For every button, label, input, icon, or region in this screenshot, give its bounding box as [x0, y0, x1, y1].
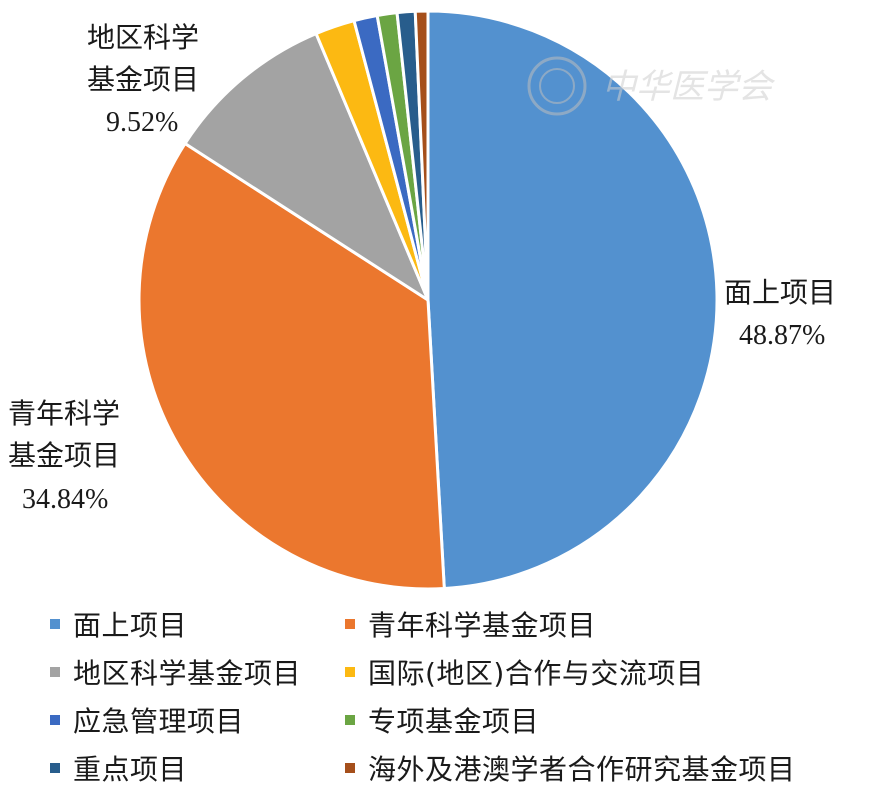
legend-item-guoji: 国际(地区)合作与交流项目 [345, 652, 855, 692]
slice-label-diqu-name-line1: 地区科学 [87, 21, 199, 54]
legend-item-zhongdian: 重点项目 [50, 748, 345, 788]
slice-label-diqu-name-line2: 基金项目 [87, 63, 199, 96]
legend-item-mianshang: 面上项目 [50, 604, 345, 644]
pie-slices [137, 9, 719, 591]
label-diqu: 地区科学 基金项目 9.52% [87, 21, 199, 138]
legend-label: 海外及港澳学者合作研究基金项目 [368, 753, 796, 786]
legend-item-yingji: 应急管理项目 [50, 700, 345, 740]
slice-label-mianshang-value: 48.87% [739, 320, 825, 351]
slice-label-qingnian-name-line1: 青年科学 [8, 397, 120, 430]
slice-label-mianshang-name: 面上项目 [724, 276, 836, 309]
legend-label: 面上项目 [73, 609, 188, 642]
legend-label: 国际(地区)合作与交流项目 [368, 657, 705, 690]
legend-row: 面上项目 青年科学基金项目 [50, 600, 865, 648]
label-qingnian: 青年科学 基金项目 34.84% [8, 397, 120, 515]
legend-item-diqu: 地区科学基金项目 [50, 652, 345, 692]
legend-label: 地区科学基金项目 [73, 657, 302, 690]
legend: 面上项目 青年科学基金项目 地区科学基金项目 国际(地区)合作与交流项目 应急管… [50, 600, 865, 792]
label-mianshang: 面上项目 48.87% [724, 276, 836, 351]
pie-slice-0 [426, 9, 719, 591]
legend-row: 重点项目 海外及港澳学者合作研究基金项目 [50, 744, 865, 792]
legend-label: 应急管理项目 [73, 705, 245, 738]
legend-swatch [345, 763, 355, 773]
watermark-text: 中华医学会 [602, 67, 776, 107]
legend-row: 应急管理项目 专项基金项目 [50, 696, 865, 744]
pie-chart: 中华医学会 面上项目 48.87% 青年科学 基金项目 34.84% 地区科学 … [8, 9, 836, 591]
pie-slice-2 [183, 32, 430, 302]
pie-slice-1 [137, 142, 446, 591]
watermark-seal-icon [527, 56, 587, 116]
legend-item-haiwai: 海外及港澳学者合作研究基金项目 [345, 748, 855, 788]
legend-label: 专项基金项目 [368, 705, 540, 738]
watermark: 中华医学会 [527, 56, 776, 116]
slice-label-qingnian-value: 34.84% [22, 484, 108, 515]
legend-swatch [50, 763, 60, 773]
legend-swatch [50, 619, 60, 629]
watermark-seal-inner [539, 68, 575, 104]
legend-swatch [50, 667, 60, 677]
legend-row: 地区科学基金项目 国际(地区)合作与交流项目 [50, 648, 865, 696]
legend-swatch [50, 715, 60, 725]
slice-label-qingnian-name-line2: 基金项目 [8, 439, 120, 472]
pie-slice-7 [413, 9, 430, 302]
legend-item-qingnian: 青年科学基金项目 [345, 604, 855, 644]
slice-label-diqu-value: 9.52% [106, 107, 178, 138]
legend-swatch [345, 619, 355, 629]
legend-label: 重点项目 [73, 753, 188, 786]
legend-label: 青年科学基金项目 [368, 609, 597, 642]
legend-swatch [345, 715, 355, 725]
legend-item-zhuanxiang: 专项基金项目 [345, 700, 855, 740]
legend-swatch [345, 667, 355, 677]
